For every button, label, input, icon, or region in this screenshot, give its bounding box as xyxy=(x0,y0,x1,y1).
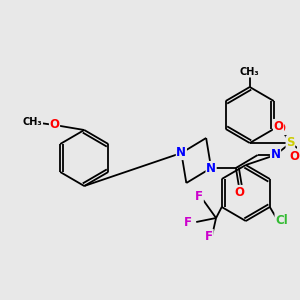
Text: F: F xyxy=(195,190,203,202)
Text: Cl: Cl xyxy=(275,214,288,226)
Text: O: O xyxy=(275,122,286,134)
Text: CH₃: CH₃ xyxy=(240,67,260,77)
Text: N: N xyxy=(206,161,216,175)
Text: O: O xyxy=(290,151,299,164)
Text: O: O xyxy=(50,118,59,131)
Text: N: N xyxy=(271,148,281,161)
Text: O: O xyxy=(274,119,284,133)
Text: S: S xyxy=(286,136,295,149)
Text: O: O xyxy=(235,185,245,199)
Text: CH₃: CH₃ xyxy=(23,117,43,127)
Text: F: F xyxy=(184,215,192,229)
Text: N: N xyxy=(176,146,186,160)
Text: F: F xyxy=(205,230,213,242)
